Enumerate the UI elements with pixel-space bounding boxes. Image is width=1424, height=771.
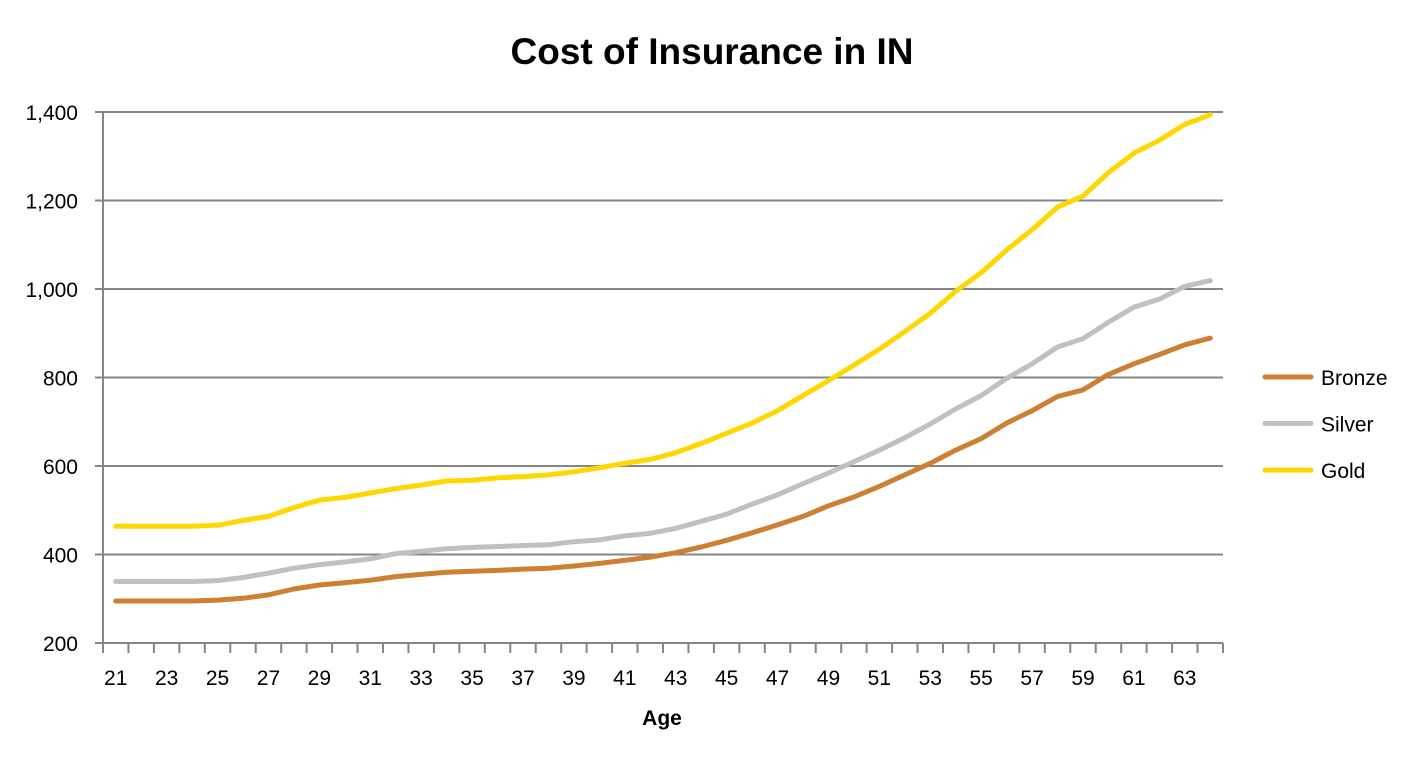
series-line-silver: [113, 278, 1213, 584]
x-axis: 21 23 25 27 29 31 33 35 37 39 41 43 45 47 49 51 53 55 57 59…: [102, 112, 1224, 690]
x-tick-label: 59: [1071, 667, 1094, 690]
y-axis-tick-labels: 200 400 600 800 1,000 1,200 1,400: [25, 102, 78, 656]
series-line-gold: [113, 112, 1213, 529]
x-tick-label: 47: [766, 667, 789, 690]
x-tick-label: 43: [664, 667, 687, 690]
x-tick-label: 29: [308, 667, 331, 690]
x-tick-label: 41: [613, 667, 636, 690]
x-tick-label: 37: [511, 667, 534, 690]
y-tick-label: 600: [43, 456, 78, 479]
x-tick-label: 51: [868, 667, 891, 690]
y-tick-label: 400: [43, 545, 78, 568]
x-tick-label: 61: [1122, 667, 1145, 690]
series-line-bronze: [113, 335, 1213, 604]
x-tick-label: 23: [155, 667, 178, 690]
chart-title: Cost of Insurance in IN: [511, 31, 914, 72]
series-lines: [113, 112, 1213, 604]
x-tick-label: 63: [1173, 667, 1196, 690]
legend-label-silver: Silver: [1321, 414, 1374, 437]
y-tick-label: 1,000: [25, 279, 78, 302]
x-tick-label: 39: [562, 667, 585, 690]
legend: Bronze Silver Gold: [1262, 367, 1388, 483]
legend-label-bronze: Bronze: [1321, 367, 1388, 390]
x-tick-label: 35: [460, 667, 483, 690]
x-tick-label: 45: [715, 667, 738, 690]
x-tick-label: 53: [919, 667, 942, 690]
x-tick-label: 55: [970, 667, 993, 690]
x-tick-label: 57: [1020, 667, 1043, 690]
legend-label-gold: Gold: [1321, 460, 1365, 483]
x-tick-label: 27: [257, 667, 280, 690]
gridlines: [95, 111, 1223, 644]
x-tick-label: 33: [410, 667, 433, 690]
x-tick-label: 25: [206, 667, 229, 690]
x-tick-label: 31: [359, 667, 382, 690]
x-tick-label: 21: [104, 667, 127, 690]
y-tick-label: 200: [43, 633, 78, 656]
x-axis-label: Age: [642, 707, 682, 730]
x-tick-label: 49: [817, 667, 840, 690]
y-tick-label: 1,400: [25, 102, 78, 125]
y-tick-label: 1,200: [25, 191, 78, 214]
y-tick-label: 800: [43, 368, 78, 391]
